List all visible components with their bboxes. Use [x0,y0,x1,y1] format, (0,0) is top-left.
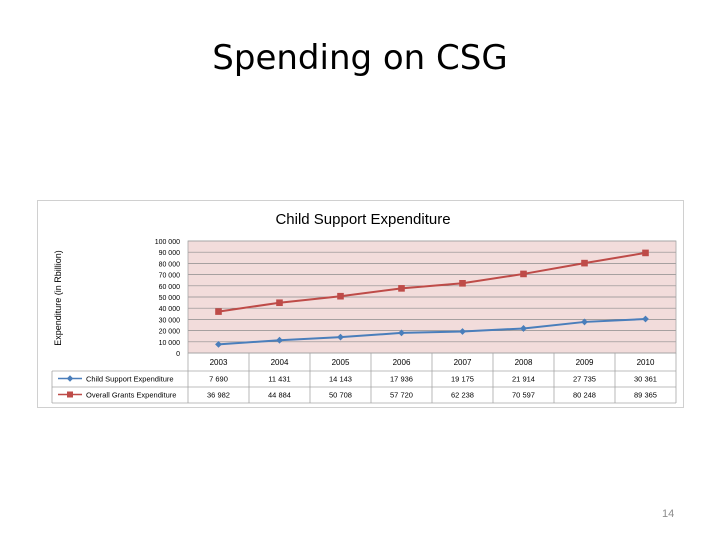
chart-frame: Child Support Expenditure Expenditure (in… [37,200,684,408]
data-point [520,270,527,278]
data-label: 70 597 [512,391,535,400]
data-label: 80 248 [573,391,596,400]
chart-title: Child Support Expenditure [275,211,450,228]
data-point [581,259,588,267]
data-point [398,285,405,292]
y-tick-label: 100 000 [155,239,180,246]
y-tick-label: 30 000 [159,317,181,324]
data-label: 27 735 [573,375,596,384]
y-tick-label: 20 000 [159,329,181,336]
data-label: 36 982 [207,391,230,400]
data-point [398,329,405,337]
data-label: 7 690 [209,375,228,384]
x-tick-label: 2009 [576,358,594,367]
x-tick-label: 2003 [210,358,228,367]
y-axis-label: Expenditure (in Rbillion) [53,250,63,346]
data-point [459,279,466,287]
data-label: 30 361 [634,375,657,384]
data-point [215,308,222,315]
data-point [276,336,283,344]
slide-title: Spending on CSG [212,38,508,78]
data-point [642,249,649,257]
x-tick-label: 2004 [271,358,289,367]
series-line [218,317,646,346]
data-label: 89 365 [634,391,657,400]
x-tick-label: 2008 [515,358,533,367]
data-point [215,340,222,348]
data-point [642,315,649,323]
y-tick-label: 10 000 [159,340,181,347]
data-label: 17 936 [390,375,413,384]
data-label: 57 720 [390,391,413,400]
legend-label: Child Support Expenditure [86,375,174,384]
data-label: 21 914 [512,375,535,384]
chart: Child Support Expenditure Expenditure (in… [51,211,677,404]
data-label: 14 143 [329,375,352,384]
data-point [337,333,344,341]
data-point [520,325,527,332]
data-label: 44 884 [268,391,291,400]
y-tick-label: 60 000 [159,284,181,291]
data-label: 11 431 [268,375,290,384]
y-tick-label: 90 000 [159,250,181,257]
data-label: 50 708 [329,391,352,400]
data-point [581,318,588,326]
y-tick-label: 0 [176,351,180,358]
legend-key-marker [66,375,74,382]
y-tick-label: 50 000 [159,295,181,302]
data-point [459,328,466,335]
x-tick-label: 2007 [454,358,472,367]
x-tick-label: 2006 [393,358,411,367]
x-tick-label: 2010 [637,358,655,367]
y-tick-label: 40 000 [159,306,181,313]
legend-label: Overall Grants Expenditure [86,391,176,400]
data-label: 62 238 [451,391,474,400]
page-number: 14 [662,508,675,520]
y-tick-label: 80 000 [159,261,181,268]
data-point [276,299,283,307]
legend-key-marker [67,391,73,398]
data-point [337,292,344,300]
data-label: 19 175 [451,375,474,384]
x-tick-label: 2005 [332,358,350,367]
y-tick-label: 70 000 [159,273,181,280]
series-line [218,251,646,313]
